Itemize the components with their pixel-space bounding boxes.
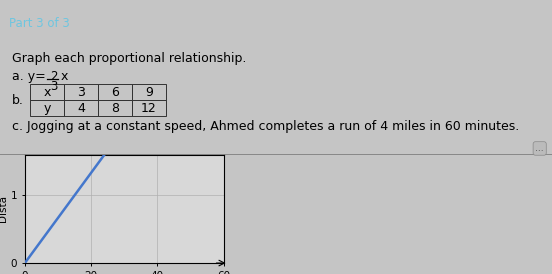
Text: 8: 8 bbox=[111, 102, 119, 115]
Text: x: x bbox=[61, 70, 68, 84]
Text: 3: 3 bbox=[50, 80, 57, 93]
Bar bbox=[64, 101, 98, 116]
Text: 2: 2 bbox=[50, 70, 57, 84]
Text: y: y bbox=[43, 102, 51, 115]
Text: 3: 3 bbox=[77, 86, 85, 99]
Text: c. Jogging at a constant speed, Ahmed completes a run of 4 miles in 60 minutes.: c. Jogging at a constant speed, Ahmed co… bbox=[12, 121, 519, 133]
Bar bbox=[132, 101, 166, 116]
Y-axis label: Dista: Dista bbox=[0, 195, 8, 222]
Bar bbox=[98, 101, 132, 116]
Text: 9: 9 bbox=[145, 86, 153, 99]
Text: a. y=: a. y= bbox=[12, 70, 46, 84]
Bar bbox=[132, 84, 166, 101]
Text: b.: b. bbox=[12, 95, 24, 107]
Text: ...: ... bbox=[535, 144, 544, 153]
Text: x: x bbox=[43, 86, 51, 99]
Bar bbox=[98, 84, 132, 101]
Bar bbox=[30, 84, 64, 101]
Text: 6: 6 bbox=[111, 86, 119, 99]
Text: Graph each proportional relationship.: Graph each proportional relationship. bbox=[12, 52, 246, 65]
Bar bbox=[64, 84, 98, 101]
Text: 4: 4 bbox=[77, 102, 85, 115]
Text: Part 3 of 3: Part 3 of 3 bbox=[9, 17, 70, 30]
Text: 12: 12 bbox=[141, 102, 157, 115]
Bar bbox=[30, 101, 64, 116]
